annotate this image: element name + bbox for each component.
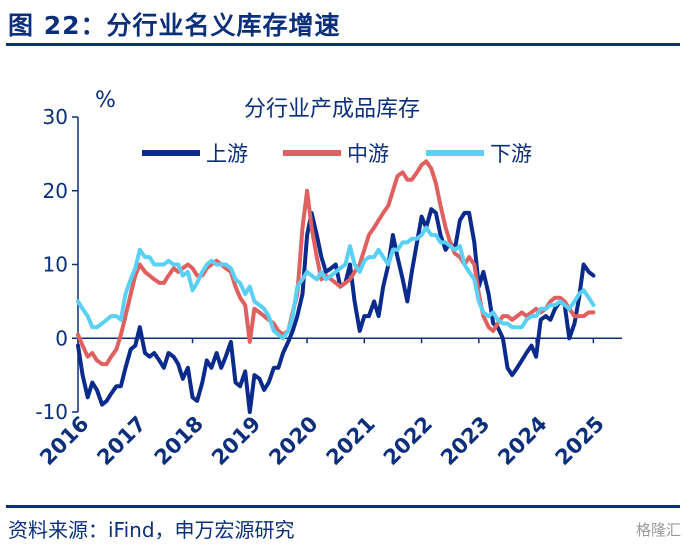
source-note: 资料来源：iFind，申万宏源研究 <box>8 518 295 542</box>
x-tick-label: 2024 <box>493 412 551 470</box>
legend-label: 上游 <box>206 142 248 166</box>
chart-title: 分行业产成品库存 <box>244 97 420 122</box>
y-tick-label: 20 <box>43 179 68 203</box>
x-tick-label: 2025 <box>551 412 609 470</box>
x-tick-label: 2022 <box>379 412 437 470</box>
figure-title: 图 22：分行业名义库存增速 <box>8 11 341 40</box>
x-tick-label: 2021 <box>322 412 380 470</box>
y-tick-label: -10 <box>35 400 68 424</box>
y-tick-label: 10 <box>43 253 68 277</box>
legend-label: 中游 <box>347 142 389 166</box>
watermark: 格隆汇 <box>635 521 681 539</box>
x-tick-label: 2019 <box>207 412 265 470</box>
y-tick-label: 30 <box>43 105 68 129</box>
y-axis-label: % <box>95 88 116 113</box>
y-tick-label: 0 <box>55 326 68 350</box>
x-tick-label: 2023 <box>436 412 494 470</box>
chart-legend: 上游 中游 下游 <box>142 142 532 166</box>
line-chart: -100102030201620172018201920202021202220… <box>35 88 622 470</box>
series-line-1 <box>76 207 596 414</box>
title-rule <box>6 43 680 46</box>
x-tick-label: 2018 <box>150 412 208 470</box>
x-tick-label: 2020 <box>264 412 322 470</box>
x-tick-label: 2017 <box>92 412 150 470</box>
chart-axes: -100102030201620172018201920202021202220… <box>35 105 622 470</box>
chart-series <box>76 159 596 414</box>
legend-label: 下游 <box>490 142 532 166</box>
source-rule <box>6 505 680 508</box>
series-line-2 <box>76 159 596 367</box>
series-line-3 <box>76 225 596 341</box>
